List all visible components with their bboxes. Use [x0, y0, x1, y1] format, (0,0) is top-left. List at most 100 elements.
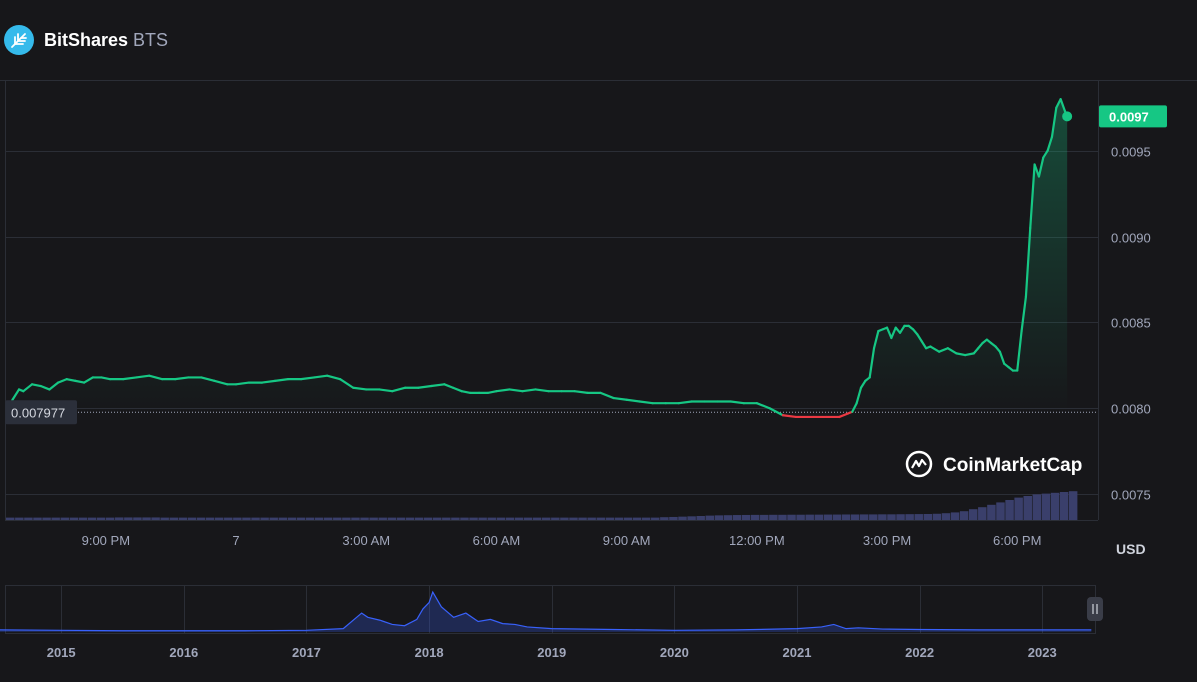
volume-bar: [487, 517, 496, 520]
volume-bar: [196, 517, 206, 520]
navigator-tick-label: 2020: [660, 645, 689, 660]
chart-header: BitShares BTS: [0, 0, 1197, 80]
volume-bar: [360, 517, 369, 520]
volume-bar: [405, 517, 415, 520]
price-chart[interactable]: 0.0075 0.0080 0.0085 0.0090 0.0095 9:00 PM 7 3…: [0, 0, 1197, 575]
navigator-tick-label: 2015: [47, 645, 76, 660]
volume-bar: [660, 517, 669, 520]
volume-bar: [505, 517, 515, 520]
price-segment: [1024, 226, 1032, 298]
price-segment: [972, 347, 980, 355]
price-segment: [612, 396, 628, 401]
price-segment: [638, 400, 654, 405]
volume-bar: [1032, 494, 1042, 520]
volume-bar: [560, 517, 569, 520]
price-segment: [352, 386, 368, 391]
price-segment: [1029, 163, 1036, 230]
volume-bar: [914, 514, 923, 520]
navigator-tick-label: 2019: [537, 645, 566, 660]
price-segment: [460, 390, 472, 394]
price-segment: [148, 374, 164, 381]
navigator-frame: [5, 585, 1096, 634]
volume-bar: [587, 517, 596, 520]
price-segment: [378, 388, 394, 393]
volume-bar: [996, 502, 1005, 520]
price-segment: [56, 378, 68, 384]
volume-bar: [905, 514, 914, 520]
volume-bar: [896, 514, 905, 520]
volume-bar: [1059, 492, 1069, 520]
y-tick-label: 0.0080: [1111, 402, 1151, 417]
volume-bar: [551, 517, 560, 520]
price-segment: [39, 384, 51, 391]
price-area-fill: [8, 99, 1068, 413]
volume-bar: [296, 517, 306, 520]
volume-bar: [351, 517, 360, 520]
price-segment: [938, 347, 949, 353]
price-line: [7, 98, 1069, 419]
price-segment: [859, 379, 867, 389]
price-segment: [911, 328, 919, 336]
volume-bar: [950, 512, 960, 520]
price-segment: [890, 326, 897, 340]
volume-bar: [832, 514, 842, 520]
volume-bar: [714, 515, 724, 520]
volume-bar: [1050, 492, 1060, 520]
price-segment: [885, 326, 893, 340]
volume-bar: [614, 517, 624, 520]
navigator-axis: 2015 2016 2017 2018 2019 2020 2021 2022 2023: [47, 645, 1057, 660]
volume-bar: [115, 517, 124, 520]
volume-bar: [932, 513, 942, 520]
navigator-handle[interactable]: [1087, 597, 1103, 621]
price-segment: [135, 374, 151, 379]
coinmarketcap-watermark: CoinMarketCap: [905, 450, 1082, 478]
volume-bar: [869, 514, 878, 520]
volume-bar: [6, 517, 15, 520]
volume-bar: [859, 514, 869, 520]
price-segment: [998, 350, 1006, 365]
volume-bar: [387, 517, 397, 520]
volume-bar: [423, 517, 433, 520]
price-segment: [417, 384, 433, 389]
price-segment: [391, 386, 407, 393]
volume-bar: [596, 517, 605, 520]
volume-bar: [623, 517, 633, 520]
volume-bar: [432, 517, 442, 520]
volume-bar: [696, 516, 705, 520]
volume-bar: [33, 517, 42, 520]
volume-bar: [342, 517, 351, 520]
volume-bar: [287, 517, 297, 520]
volume-bar: [814, 514, 824, 520]
volume-bar: [24, 517, 33, 520]
volume-bar: [251, 517, 260, 520]
volume-bar: [760, 514, 769, 520]
price-segment: [1046, 135, 1054, 152]
price-segment: [898, 324, 906, 334]
price-segment: [11, 388, 21, 401]
volume-bar: [887, 514, 896, 520]
volume-bar: [641, 517, 651, 520]
coin-name: BitShares: [44, 30, 129, 50]
y-tick-label: 0.0095: [1111, 145, 1151, 160]
price-segment: [994, 345, 1001, 353]
price-segment: [868, 347, 876, 379]
open-price-value: 0.007977: [11, 405, 65, 420]
volume-bar: [151, 517, 160, 520]
volume-bar: [142, 517, 151, 520]
volume-bar: [169, 517, 179, 520]
price-segment: [977, 341, 984, 350]
volume-bar: [578, 517, 587, 520]
volume-bar: [496, 517, 506, 520]
volume-bar: [469, 517, 478, 520]
volume-bar: [224, 517, 233, 520]
price-segment: [74, 379, 86, 384]
price-segment: [508, 388, 524, 393]
price-segment: [1016, 329, 1023, 372]
volume-bar: [532, 517, 542, 520]
navigator-tick-label: 2018: [415, 645, 444, 660]
volume-bar: [687, 516, 696, 520]
volume-bar: [787, 514, 796, 520]
volume-bar: [723, 515, 733, 520]
volume-bar: [678, 516, 687, 520]
coinmarketcap-logo-icon: [905, 450, 933, 478]
